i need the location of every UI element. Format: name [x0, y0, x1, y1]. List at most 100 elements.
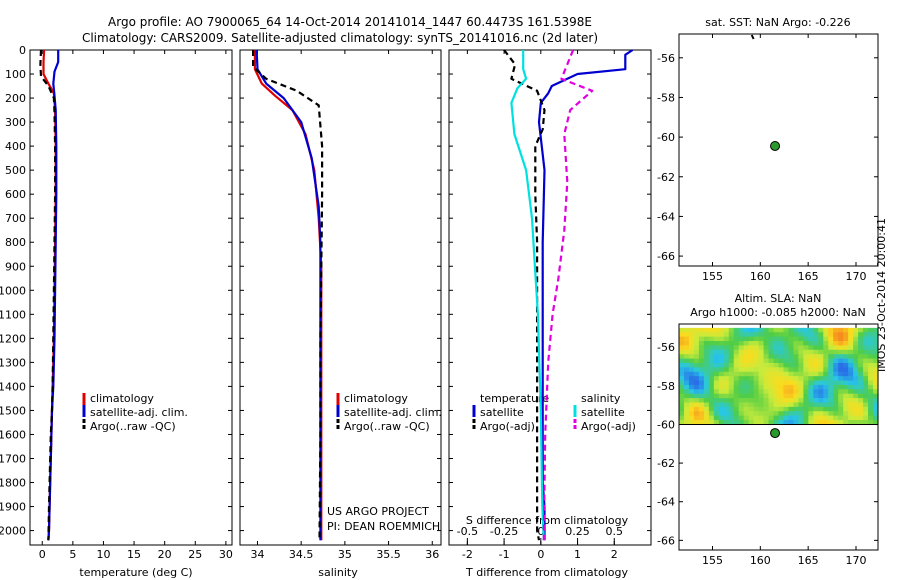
sla-cell: [763, 362, 770, 368]
sla-cell: [873, 402, 879, 408]
sla-cell: [723, 398, 730, 404]
sla-cell: [843, 358, 849, 364]
argo-float-marker: [770, 428, 781, 439]
sla-cell: [748, 411, 755, 417]
sla-cell: [818, 411, 824, 417]
sla-cell: [873, 420, 879, 426]
sla-cell: [823, 406, 829, 412]
sla-cell: [753, 362, 760, 368]
sla-cell: [693, 389, 700, 395]
sla-cell: [698, 398, 705, 404]
sla-cell: [753, 336, 760, 342]
sla-cell: [803, 327, 809, 333]
sla-cell: [848, 367, 854, 373]
sla-cell: [848, 336, 854, 342]
sla-cell: [828, 406, 834, 412]
sla-cell: [773, 336, 780, 342]
sla-cell: [753, 367, 760, 373]
sla-cell: [873, 406, 879, 412]
sla-cell: [783, 354, 790, 360]
legend-label-sal-satellite: satellite: [581, 406, 625, 419]
sla-cell: [823, 371, 829, 377]
sla-cell: [703, 406, 710, 412]
sla-cell: [863, 332, 869, 338]
sla-cell: [753, 327, 760, 333]
sla-cell: [788, 332, 795, 338]
sla-cell: [703, 362, 710, 368]
sla-cell: [803, 384, 809, 390]
sla-cell: [698, 332, 705, 338]
sla-cell: [788, 393, 795, 399]
sla-cell: [728, 345, 735, 351]
sla-cell: [863, 327, 869, 333]
sla-cell: [808, 371, 814, 377]
sla-cell: [873, 358, 879, 364]
sla-cell: [813, 367, 819, 373]
sla-cell: [788, 362, 795, 368]
sla-cell: [783, 398, 790, 404]
legend-label-sal-argo: Argo(-adj): [581, 420, 636, 433]
sla-cell: [733, 420, 740, 426]
sla-cell: [783, 345, 790, 351]
sla-cell: [838, 332, 844, 338]
sla-cell: [738, 402, 745, 408]
sla-cell: [858, 406, 864, 412]
sla-cell: [773, 398, 780, 404]
sla-cell: [758, 349, 765, 355]
sla-cell: [798, 420, 804, 426]
sla-cell: [738, 332, 745, 338]
sla-cell: [843, 376, 849, 382]
sla-cell: [679, 398, 685, 404]
sla-cell: [863, 376, 869, 382]
sla-cell: [833, 402, 839, 408]
sla-cell: [723, 384, 730, 390]
sla-cell: [768, 415, 775, 421]
sla-cell: [763, 415, 770, 421]
legend-label-argo: Argo(..raw -QC): [344, 420, 430, 433]
sla-cell: [808, 341, 814, 347]
sst_map-xtick-label: 160: [750, 270, 771, 283]
sla-cell: [748, 354, 755, 360]
sla-cell: [728, 398, 735, 404]
sla-cell: [718, 398, 725, 404]
sla-cell: [788, 354, 795, 360]
sla-cell: [853, 345, 859, 351]
sla-cell: [808, 349, 814, 355]
sla-cell: [758, 402, 765, 408]
sla-cell: [683, 393, 690, 399]
sla-cell: [708, 345, 715, 351]
sla-cell: [693, 380, 700, 386]
sla-cell: [718, 420, 725, 426]
sla-cell: [858, 345, 864, 351]
sla-cell: [713, 402, 720, 408]
sla-cell: [753, 349, 760, 355]
sla-cell: [743, 358, 750, 364]
sst_map-ytick-label: -62: [657, 171, 675, 184]
sla-cell: [768, 389, 775, 395]
sla-cell: [848, 415, 854, 421]
sla-cell: [853, 362, 859, 368]
sla-cell: [748, 345, 755, 351]
sla-cell: [688, 362, 695, 368]
sla-cell: [768, 358, 775, 364]
sla-cell: [793, 393, 799, 399]
sla-cell: [723, 367, 730, 373]
sla-cell: [778, 332, 785, 338]
sla-cell: [813, 336, 819, 342]
salinity-series-line-0: [253, 50, 323, 541]
sla-cell: [748, 380, 755, 386]
sla-cell: [813, 411, 819, 417]
sla-cell: [718, 354, 725, 360]
salinity-series-line-1: [255, 49, 322, 541]
sla-cell: [788, 371, 795, 377]
sla-cell: [818, 380, 824, 386]
sla-cell: [738, 411, 745, 417]
sla-cell: [703, 367, 710, 373]
sla-cell: [768, 349, 775, 355]
sla-cell: [833, 380, 839, 386]
sla-cell: [763, 393, 770, 399]
sla-cell: [838, 345, 844, 351]
sla-cell: [808, 362, 814, 368]
sla-cell: [738, 367, 745, 373]
